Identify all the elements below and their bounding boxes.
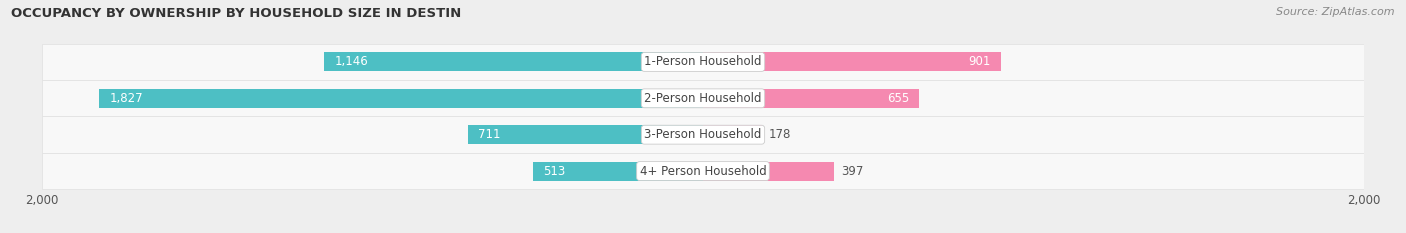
Text: OCCUPANCY BY OWNERSHIP BY HOUSEHOLD SIZE IN DESTIN: OCCUPANCY BY OWNERSHIP BY HOUSEHOLD SIZE…	[11, 7, 461, 20]
Bar	[42, 44, 1364, 80]
Bar	[42, 80, 1364, 116]
Bar	[703, 52, 1001, 71]
Bar	[325, 52, 703, 71]
Bar	[533, 162, 703, 181]
Bar	[468, 125, 703, 144]
Text: 3-Person Household: 3-Person Household	[644, 128, 762, 141]
Text: 655: 655	[887, 92, 910, 105]
Text: 2-Person Household: 2-Person Household	[644, 92, 762, 105]
Text: 1,827: 1,827	[110, 92, 143, 105]
Text: 711: 711	[478, 128, 501, 141]
Text: 178: 178	[769, 128, 790, 141]
Bar	[42, 153, 1364, 189]
Text: 1-Person Household: 1-Person Household	[644, 55, 762, 69]
Bar	[703, 89, 920, 108]
Text: 513: 513	[543, 164, 565, 178]
Bar	[703, 162, 834, 181]
Bar	[100, 89, 703, 108]
Text: 1,146: 1,146	[335, 55, 368, 69]
Text: 4+ Person Household: 4+ Person Household	[640, 164, 766, 178]
Text: 901: 901	[969, 55, 991, 69]
Bar	[42, 116, 1364, 153]
Text: Source: ZipAtlas.com: Source: ZipAtlas.com	[1277, 7, 1395, 17]
Text: 397: 397	[841, 164, 863, 178]
Bar	[703, 125, 762, 144]
